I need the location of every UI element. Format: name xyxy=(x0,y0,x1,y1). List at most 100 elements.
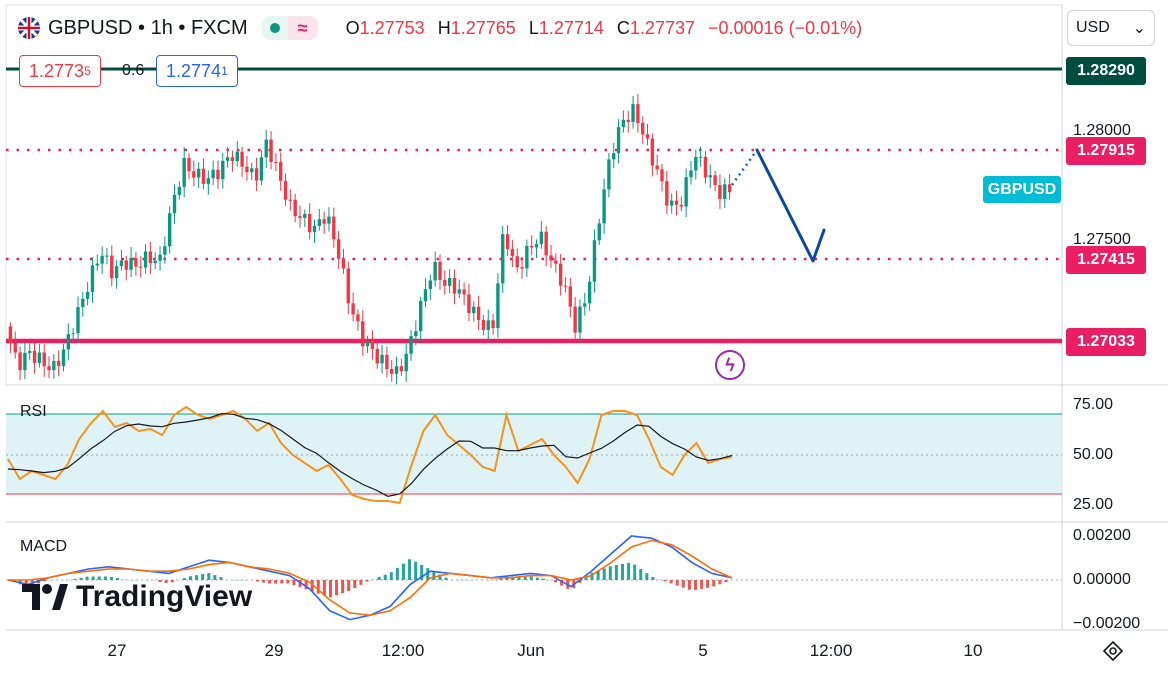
candle-body xyxy=(110,255,114,279)
sell-price-main: 1.2773 xyxy=(29,60,85,81)
macd-histogram-bar xyxy=(341,580,345,594)
candle-body xyxy=(515,256,519,268)
rsi-tick-25: 25.00 xyxy=(1073,496,1114,513)
buy-price-main: 1.2774 xyxy=(166,60,222,81)
macd-histogram-bar xyxy=(462,580,466,581)
candle-body xyxy=(491,320,495,329)
macd-histogram-bar xyxy=(645,573,649,580)
candle-body xyxy=(322,219,326,224)
macd-histogram-bar xyxy=(347,580,351,591)
candle-body xyxy=(423,289,428,302)
sell-price-button[interactable]: 1.2773 5 xyxy=(19,55,101,87)
candle-body xyxy=(201,168,206,184)
close-value: 1.27737 xyxy=(629,17,695,38)
candle-body xyxy=(597,223,601,241)
macd-histogram-bar xyxy=(158,580,162,582)
macd-histogram-bar xyxy=(262,580,266,583)
buy-price-button[interactable]: 1.2774 1 xyxy=(156,55,238,87)
macd-histogram-bar xyxy=(602,568,606,580)
candle-body xyxy=(221,160,225,180)
price-tick-127500: 1.27500 xyxy=(1073,231,1131,248)
candle-body xyxy=(274,162,278,164)
rsi-line xyxy=(7,405,733,505)
macd-histogram-bar xyxy=(164,580,168,584)
status-pill[interactable]: ≈ xyxy=(261,16,318,40)
candle-body xyxy=(612,153,616,160)
candle-body xyxy=(655,165,659,170)
tradingview-logo[interactable]: TradingView xyxy=(22,580,252,614)
macd-histogram-bar xyxy=(322,580,326,596)
macd-histogram-bar xyxy=(675,580,679,586)
macd-histogram-bar xyxy=(450,580,454,581)
macd-title[interactable]: MACD xyxy=(20,538,68,555)
candle-body xyxy=(279,162,283,181)
candle-body xyxy=(32,351,37,363)
candle-body xyxy=(336,239,341,259)
candle-body xyxy=(433,261,437,281)
macd-histogram-bar xyxy=(255,580,259,582)
candle-body xyxy=(240,151,244,167)
macd-tick-zero: 0.00000 xyxy=(1073,571,1131,588)
macd-histogram-bar xyxy=(724,580,728,583)
candle-body xyxy=(365,340,370,347)
macd-histogram-bar xyxy=(730,580,734,581)
macd-histogram-bar xyxy=(298,580,302,588)
candle-body xyxy=(616,127,621,154)
macd-histogram-bar xyxy=(182,578,186,580)
macd-histogram-bar xyxy=(328,580,332,598)
rsi-title[interactable]: RSI xyxy=(20,403,47,420)
macd-histogram-bar xyxy=(122,579,126,580)
candle-body xyxy=(505,234,510,250)
candle-body xyxy=(380,354,384,364)
candle-body xyxy=(259,157,264,181)
lightning-event-icon[interactable]: ϟ xyxy=(715,350,745,380)
candle-body xyxy=(641,122,645,135)
candle-body xyxy=(90,265,95,292)
candle-body xyxy=(225,157,230,161)
candle-body xyxy=(143,251,148,268)
candle-body xyxy=(443,279,447,286)
macd-histogram-bar xyxy=(517,576,521,580)
macd-histogram-bar xyxy=(584,577,588,580)
candle-body xyxy=(37,352,42,363)
macd-histogram-bar xyxy=(639,568,643,580)
change-value: −0.00016 (−0.01%) xyxy=(708,17,863,38)
candle-body xyxy=(554,260,558,264)
candle-body xyxy=(341,258,346,269)
candle-body xyxy=(718,184,722,199)
candle-body xyxy=(679,204,684,207)
candle-body xyxy=(56,361,61,366)
candle-body xyxy=(100,255,104,264)
macd-histogram-bar xyxy=(55,580,59,581)
macd-histogram-bar xyxy=(420,564,424,580)
macd-histogram-bar xyxy=(651,576,655,580)
candle-body xyxy=(307,213,312,233)
candle-body xyxy=(631,104,635,122)
candle-body xyxy=(703,156,708,178)
symbol-title[interactable]: GBPUSD • 1h • FXCM xyxy=(48,16,248,39)
candle-body xyxy=(669,200,674,206)
forecast-down-arrow[interactable] xyxy=(755,148,826,263)
settings-gear-icon[interactable] xyxy=(1100,640,1126,662)
macd-histogram-bar xyxy=(79,577,83,580)
macd-histogram-bar xyxy=(395,567,399,580)
candle-body xyxy=(163,246,167,255)
symbol-price-tag: GBPUSD xyxy=(983,176,1061,203)
candle-body xyxy=(510,249,515,257)
candle-body xyxy=(192,171,196,178)
macd-histogram-bar xyxy=(535,577,539,580)
macd-histogram-bar xyxy=(207,573,211,580)
macd-histogram-bar xyxy=(693,580,697,590)
macd-histogram-bar xyxy=(687,580,691,590)
currency-select[interactable]: USD ⌄ xyxy=(1067,10,1155,46)
macd-histogram-bar xyxy=(176,580,180,581)
candle-body xyxy=(235,151,239,162)
candle-body xyxy=(18,352,22,371)
macd-histogram-bar xyxy=(73,578,77,580)
macd-histogram-bar xyxy=(414,561,418,580)
symbol-legend[interactable]: GBPUSD • 1h • FXCM ≈ O1.27753 H1.27765 L… xyxy=(18,16,862,40)
macd-tick-pos: 0.00200 xyxy=(1073,527,1131,544)
market-open-dot-icon xyxy=(261,16,288,40)
